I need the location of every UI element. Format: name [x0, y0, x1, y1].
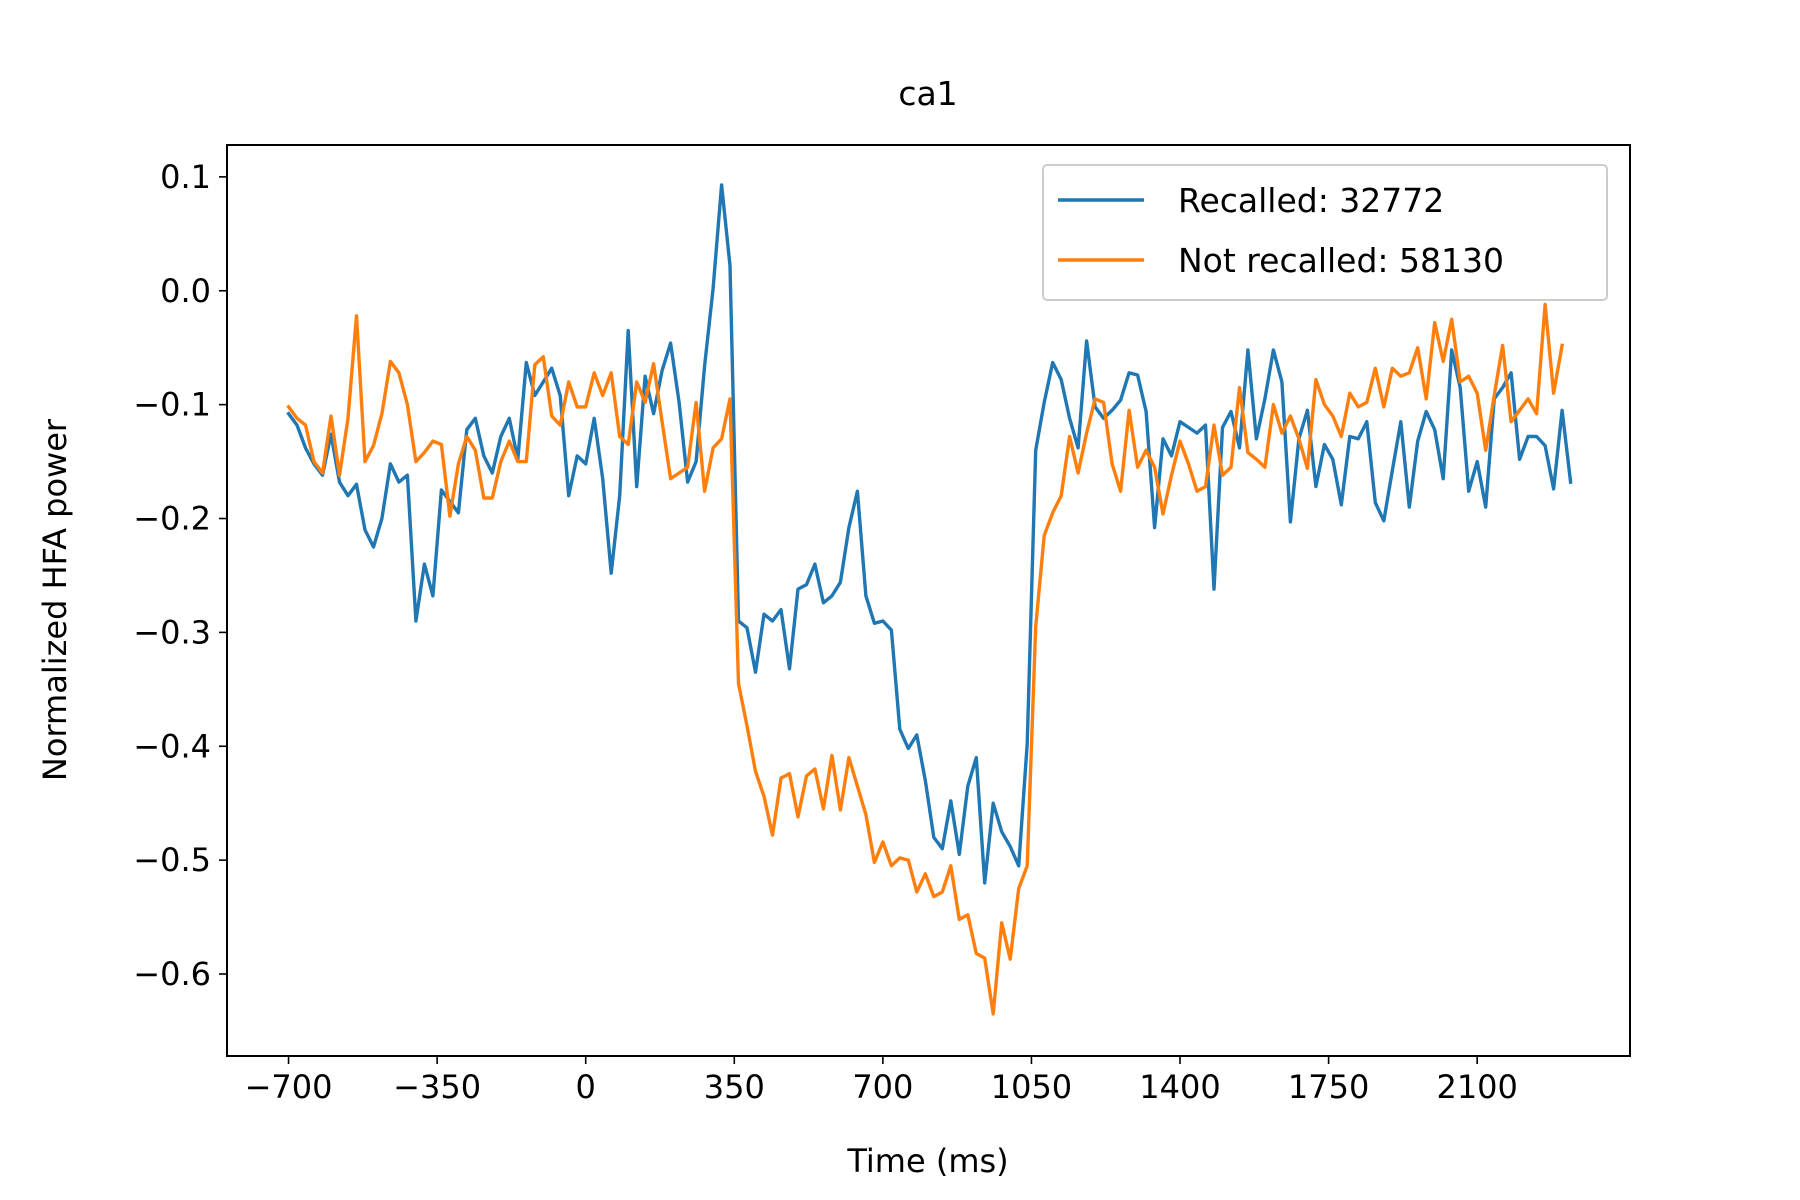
legend: Recalled: 32772 Not recalled: 58130: [1042, 164, 1608, 301]
legend-box: [1042, 164, 1608, 301]
x-axis-label: Time (ms): [846, 1142, 1008, 1180]
y-tick-label: −0.3: [133, 613, 211, 651]
legend-label: Not recalled: 58130: [1178, 241, 1504, 280]
legend-label: Recalled: 32772: [1178, 181, 1444, 220]
y-axis-label: Normalized HFA power: [36, 418, 74, 781]
y-tick-label: −0.6: [133, 955, 211, 993]
x-tick-label: −700: [245, 1068, 333, 1106]
x-axis: −700 −350 0 350 700 1050 1400 1750 2100: [245, 1056, 1518, 1106]
x-tick-label: 350: [704, 1068, 765, 1106]
x-tick-label: 1750: [1288, 1068, 1369, 1106]
plot-frame: [226, 144, 1631, 1057]
y-tick-label: 0.1: [160, 158, 211, 196]
x-tick-label: 2100: [1436, 1068, 1517, 1106]
x-tick-label: 1050: [991, 1068, 1072, 1106]
series-line-not-recalled: [286, 302, 1565, 1016]
y-axis: 0.1 0.0 −0.1 −0.2 −0.3 −0.4 −0.5 −0.6: [133, 158, 227, 993]
x-tick-label: 700: [852, 1068, 913, 1106]
chart-title: ca1: [898, 74, 957, 113]
x-tick-label: −350: [393, 1068, 481, 1106]
y-tick-label: −0.1: [133, 386, 211, 424]
plot-area: [286, 183, 1573, 1016]
y-tick-label: 0.0: [160, 272, 211, 310]
y-tick-label: −0.2: [133, 500, 211, 538]
x-tick-label: 1400: [1139, 1068, 1220, 1106]
y-tick-label: −0.5: [133, 841, 211, 879]
y-tick-label: −0.4: [133, 727, 211, 765]
series-line-recalled: [286, 183, 1573, 885]
x-tick-label: 0: [576, 1068, 596, 1106]
